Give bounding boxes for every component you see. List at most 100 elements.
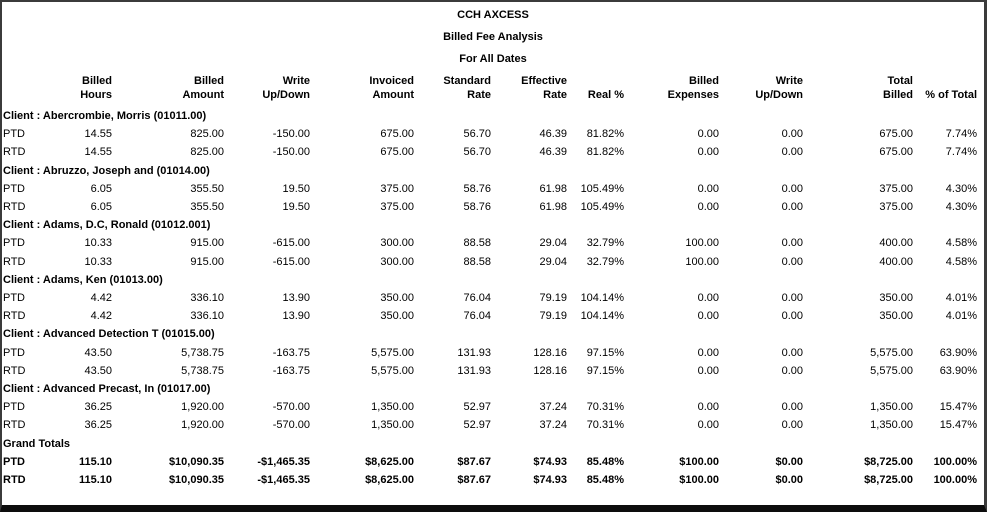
- period-label: RTD: [3, 146, 26, 159]
- col-write-updown-expenses: Write Up/Down: [719, 74, 803, 107]
- col-label-bottom: % of Total: [925, 89, 977, 101]
- value-cell: 675.00: [879, 128, 913, 141]
- grand-totals-header: Grand Totals: [3, 437, 71, 450]
- col-billed-hours: Billed Hours: [47, 74, 112, 107]
- value-cell: 4.42: [90, 292, 112, 305]
- value-cell: 355.50: [190, 201, 224, 214]
- col-label-top: Billed: [82, 75, 112, 87]
- client-group-header-row: Client : Abercrombie, Morris (01011.00): [2, 107, 977, 125]
- table-row: PTD 10.33 915.00 -615.00 300.00 88.58 29.04 32.…: [2, 234, 977, 252]
- value-cell: 0.00: [697, 310, 719, 323]
- period-label: RTD: [3, 201, 26, 214]
- client-group-header: Client : Abruzzo, Joseph and (01014.00): [3, 164, 210, 177]
- table-row: RTD 6.05 355.50 19.50 375.00 58.76 61.98 105.49…: [2, 198, 977, 216]
- value-cell: $100.00: [679, 455, 719, 468]
- value-cell: 14.55: [84, 128, 112, 141]
- value-cell: 0.00: [697, 146, 719, 159]
- col-label-top: Standard: [443, 75, 491, 87]
- value-cell: $87.67: [457, 455, 491, 468]
- value-cell: 85.48%: [586, 474, 624, 487]
- value-cell: 100.00: [685, 255, 719, 268]
- value-cell: 675.00: [879, 146, 913, 159]
- period-label: RTD: [3, 310, 26, 323]
- value-cell: 0.00: [781, 255, 803, 268]
- value-cell: 7.74%: [945, 146, 977, 159]
- value-cell: 70.31%: [586, 401, 624, 414]
- value-cell: 37.24: [539, 419, 567, 432]
- value-cell: 79.19: [539, 292, 567, 305]
- col-label-bottom: Amount: [182, 89, 224, 101]
- value-cell: $10,090.35: [168, 455, 224, 468]
- value-cell: 375.00: [879, 182, 913, 195]
- value-cell: $8,725.00: [864, 455, 913, 468]
- period-column-header: [2, 74, 47, 107]
- grand-total-row: PTD 115.10 $10,090.35 -$1,465.35 $8,625.00 $8…: [2, 453, 977, 471]
- value-cell: 336.10: [190, 292, 224, 305]
- value-cell: 131.93: [457, 346, 491, 359]
- value-cell: 36.25: [84, 401, 112, 414]
- table-row: RTD 36.25 1,920.00 -570.00 1,350.00 52.97 37.2…: [2, 416, 977, 434]
- table-row: RTD 14.55 825.00 -150.00 675.00 56.70 46.39 81.…: [2, 143, 977, 161]
- value-cell: -$1,465.35: [257, 455, 310, 468]
- value-cell: 4.58%: [945, 237, 977, 250]
- value-cell: 350.00: [380, 292, 414, 305]
- value-cell: 105.49%: [580, 201, 624, 214]
- value-cell: 355.50: [190, 182, 224, 195]
- value-cell: 104.14%: [580, 310, 624, 323]
- table-row: PTD 14.55 825.00 -150.00 675.00 56.70 46.39 81.…: [2, 125, 977, 143]
- value-cell: 70.31%: [586, 419, 624, 432]
- value-cell: 4.30%: [945, 182, 977, 195]
- value-cell: $100.00: [679, 474, 719, 487]
- value-cell: 61.98: [539, 182, 567, 195]
- client-group-header-row: Client : Abruzzo, Joseph and (01014.00): [2, 162, 977, 180]
- value-cell: 0.00: [781, 364, 803, 377]
- value-cell: 0.00: [781, 401, 803, 414]
- value-cell: $10,090.35: [168, 474, 224, 487]
- value-cell: 13.90: [282, 310, 310, 323]
- fee-analysis-table: Billed Hours Billed Amount Write Up/Down…: [2, 74, 977, 489]
- col-label-bottom: Rate: [543, 89, 567, 101]
- value-cell: $0.00: [775, 455, 803, 468]
- period-label: PTD: [3, 237, 25, 250]
- period-label: RTD: [3, 419, 26, 432]
- value-cell: 0.00: [781, 182, 803, 195]
- value-cell: 29.04: [539, 237, 567, 250]
- value-cell: 36.25: [84, 419, 112, 432]
- value-cell: 5,738.75: [181, 364, 224, 377]
- period-label: PTD: [3, 182, 25, 195]
- grand-totals-header-row: Grand Totals: [2, 435, 977, 453]
- col-total-billed: Total Billed: [803, 74, 913, 107]
- client-group-header: Client : Advanced Detection T (01015.00): [3, 328, 215, 341]
- value-cell: 43.50: [84, 346, 112, 359]
- value-cell: 825.00: [190, 128, 224, 141]
- value-cell: $8,725.00: [864, 474, 913, 487]
- value-cell: -$1,465.35: [257, 474, 310, 487]
- value-cell: 52.97: [463, 401, 491, 414]
- value-cell: 32.79%: [586, 237, 624, 250]
- value-cell: 79.19: [539, 310, 567, 323]
- value-cell: 1,920.00: [181, 401, 224, 414]
- value-cell: -570.00: [272, 419, 310, 432]
- grand-total-row: RTD 115.10 $10,090.35 -$1,465.35 $8,625.00 $8…: [2, 471, 977, 489]
- value-cell: 100.00: [685, 237, 719, 250]
- col-label-bottom: Rate: [467, 89, 491, 101]
- value-cell: 115.10: [78, 455, 112, 468]
- value-cell: 0.00: [697, 364, 719, 377]
- value-cell: 0.00: [781, 128, 803, 141]
- col-label-top: Total: [887, 75, 913, 87]
- value-cell: 46.39: [539, 146, 567, 159]
- value-cell: 56.70: [463, 146, 491, 159]
- value-cell: 675.00: [380, 146, 414, 159]
- value-cell: -163.75: [272, 346, 310, 359]
- value-cell: $87.67: [457, 474, 491, 487]
- value-cell: -570.00: [272, 401, 310, 414]
- value-cell: 5,575.00: [371, 346, 414, 359]
- value-cell: 350.00: [879, 292, 913, 305]
- value-cell: 43.50: [84, 364, 112, 377]
- report-app-title: CCH AXCESS: [457, 9, 529, 21]
- value-cell: 128.16: [533, 364, 567, 377]
- value-cell: 63.90%: [939, 346, 977, 359]
- col-label-bottom: Up/Down: [755, 89, 803, 101]
- value-cell: 85.48%: [586, 455, 624, 468]
- table-row: PTD 43.50 5,738.75 -163.75 5,575.00 131.93 128…: [2, 344, 977, 362]
